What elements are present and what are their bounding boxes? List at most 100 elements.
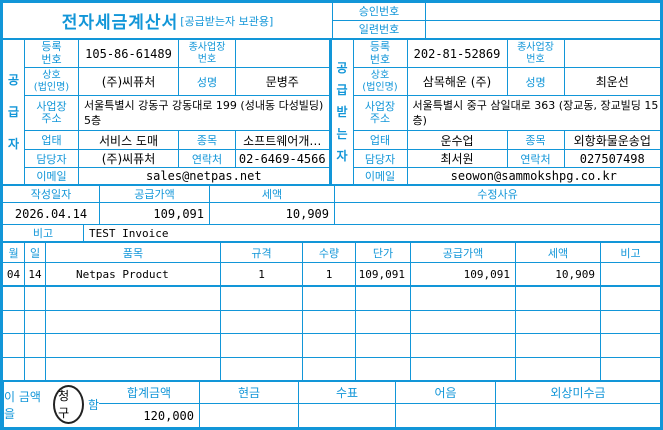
remark-label: 비고 — [32, 227, 54, 240]
buyer-address-label: 사업장 주소 — [364, 99, 396, 126]
supplier-contact: (주)씨퓨처 — [78, 150, 178, 168]
buyer-name: 최운선 — [563, 68, 661, 95]
cash-value — [199, 403, 298, 427]
supply-amount-value: 109,091 — [99, 203, 209, 224]
col-supply: 공급가액 — [410, 243, 515, 262]
item-month: 04 — [6, 267, 21, 281]
approval-number-value — [425, 3, 660, 21]
supplier-contact-label: 담당자 — [36, 152, 67, 166]
items-header-row: 월 일 품목 규격 수량 단가 공급가액 세액 비고 — [3, 243, 660, 262]
revision-reason-label: 수정사유 — [334, 186, 660, 202]
tax-amount-label: 세액 — [209, 186, 334, 202]
buyer-phone-label: 연락처 — [506, 150, 564, 168]
approval-number-label: 승인번호 — [333, 3, 425, 21]
buyer-band-label: 공 급 받 는 자 — [332, 40, 354, 184]
buyer-reg-no-label: 등록 번호 — [369, 40, 391, 66]
col-day: 일 — [24, 243, 45, 262]
tax-amount-value: 10,909 — [209, 203, 334, 224]
buyer-address: 서울특별시 중구 삼일대로 363 (장교동, 장교빌딩 15층) — [406, 95, 661, 131]
supplier-company-label: 상호 (법인명) — [33, 70, 70, 93]
buyer-name-label: 성명 — [506, 68, 564, 95]
supplier-sub-biz-no — [235, 40, 329, 68]
buyer-block: 공 급 받 는 자 등록 번호 202-81-52869 종사업장 번호 상호 … — [332, 40, 661, 185]
buyer-contact: 최서원 — [406, 150, 507, 168]
buyer-sub-biz-label: 종사업장 번호 — [506, 40, 564, 68]
bill-label: 어음 — [395, 382, 495, 403]
item-spec: 1 — [220, 263, 302, 285]
col-month: 월 — [8, 246, 19, 260]
buyer-biz-item: 외항화물운송업 — [563, 131, 661, 150]
item-day: 14 — [24, 263, 45, 285]
supplier-email-label: 이메일 — [36, 170, 67, 184]
check-value — [298, 403, 395, 427]
item-unit-price: 109,091 — [355, 263, 410, 285]
item-qty: 1 — [302, 263, 355, 285]
header-band: 전자세금계산서 [공급받는자 보관용] 승인번호 일련번호 — [3, 3, 660, 40]
serial-number-value — [425, 20, 660, 38]
cash-label: 현금 — [199, 382, 298, 403]
totals-section: 합계금액 현금 수표 어음 외상미수금 이 금액을 청구 함 120,000 — [3, 382, 660, 427]
col-tax: 세액 — [515, 243, 600, 262]
buyer-biz-type: 운수업 — [406, 131, 507, 150]
supplier-biz-item-label: 종목 — [178, 131, 235, 150]
title-text: 전자세금계산서 — [61, 13, 179, 33]
supply-amount-label: 공급가액 — [99, 186, 209, 202]
supplier-biz-type: 서비스 도매 — [78, 131, 178, 150]
supplier-address: 서울특별시 강동구 강동대로 199 (성내동 다성빌딩) 5층 — [78, 95, 329, 131]
total-amount-value: 120,000 — [99, 403, 199, 427]
buyer-email-label: 이메일 — [364, 170, 396, 184]
total-amount-label: 합계금액 — [126, 386, 172, 400]
supplier-email: sales@netpas.net — [78, 168, 329, 185]
supplier-biz-type-label: 업태 — [41, 134, 62, 148]
items-table: 월 일 품목 규격 수량 단가 공급가액 세액 비고 04 14 Netpas … — [3, 243, 660, 382]
revision-reason-value — [334, 203, 660, 224]
item-row: 04 14 Netpas Product 1 1 109,091 109,091… — [3, 262, 660, 287]
supplier-band-label: 공 급 자 — [3, 40, 25, 184]
statement-claim-circled: 청구 — [53, 385, 84, 424]
buyer-biz-type-label: 업태 — [369, 134, 391, 148]
supplier-name-label: 성명 — [178, 68, 235, 95]
supplier-phone: 02-6469-4566 — [235, 150, 329, 168]
credit-label: 외상미수금 — [495, 382, 660, 403]
invoice-title: 전자세금계산서 [공급받는자 보관용] — [3, 3, 333, 38]
item-row-empty — [3, 309, 660, 333]
statement-prefix: 이 금액을 — [4, 389, 41, 421]
buyer-sub-biz-no — [563, 40, 661, 68]
supplier-reg-no: 105-86-61489 — [78, 40, 178, 68]
issue-date-value: 2026.04.14 — [14, 206, 88, 221]
buyer-biz-item-label: 종목 — [506, 131, 564, 150]
remark-value: TEST Invoice — [83, 225, 660, 241]
title-copy-tag: [공급받는자 보관용] — [180, 14, 274, 28]
supplier-sub-biz-label: 종사업장 번호 — [178, 40, 235, 68]
supplier-phone-label: 연락처 — [178, 150, 235, 168]
supplier-address-label: 사업장 주소 — [36, 99, 67, 126]
bill-value — [395, 403, 495, 427]
credit-value — [495, 403, 660, 427]
parties-section: 공 급 자 등록 번호 105-86-61489 종사업장 번호 상호 (법인명… — [3, 40, 660, 186]
supplier-name: 문병주 — [235, 68, 329, 95]
col-note: 비고 — [600, 243, 660, 262]
item-note — [600, 263, 660, 285]
col-unit-price: 단가 — [355, 243, 410, 262]
supplier-block: 공 급 자 등록 번호 105-86-61489 종사업장 번호 상호 (법인명… — [3, 40, 332, 185]
statement-suffix: 함 — [87, 398, 99, 412]
check-label: 수표 — [298, 382, 395, 403]
item-name: Netpas Product — [45, 263, 220, 285]
item-tax: 10,909 — [515, 263, 600, 285]
col-qty: 수량 — [302, 243, 355, 262]
supplier-company: (주)씨퓨처 — [78, 68, 178, 95]
buyer-contact-label: 담당자 — [364, 152, 396, 166]
serial-number-label: 일련번호 — [358, 23, 400, 37]
item-row-empty — [3, 333, 660, 357]
buyer-reg-no: 202-81-52869 — [406, 40, 507, 68]
item-supply: 109,091 — [410, 263, 515, 285]
item-row-empty — [3, 287, 660, 310]
issue-date-label: 작성일자 — [30, 188, 72, 201]
buyer-company: 삼목해운 (주) — [406, 68, 507, 95]
buyer-company-label: 상호 (법인명) — [362, 70, 398, 93]
summary-section: 작성일자 공급가액 세액 수정사유 2026.04.14 109,091 10,… — [3, 186, 660, 243]
buyer-email: seowon@sammokshpg.co.kr — [406, 168, 661, 185]
supplier-reg-no-label: 등록 번호 — [41, 40, 62, 66]
item-row-empty — [3, 356, 660, 380]
